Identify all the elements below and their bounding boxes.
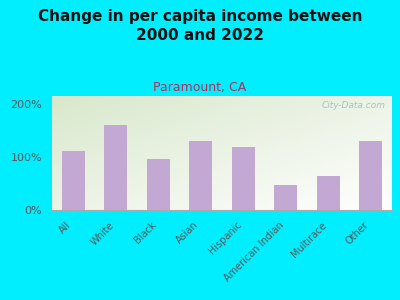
Bar	[62, 151, 85, 210]
Bar	[274, 184, 298, 210]
Bar	[146, 159, 170, 210]
Text: Change in per capita income between
2000 and 2022: Change in per capita income between 2000…	[38, 9, 362, 43]
Bar	[232, 147, 255, 210]
Bar	[359, 141, 382, 210]
Text: City-Data.com: City-Data.com	[321, 100, 385, 109]
Text: Paramount, CA: Paramount, CA	[153, 81, 247, 94]
Bar	[104, 125, 128, 210]
Bar	[316, 176, 340, 210]
Bar	[189, 141, 212, 210]
